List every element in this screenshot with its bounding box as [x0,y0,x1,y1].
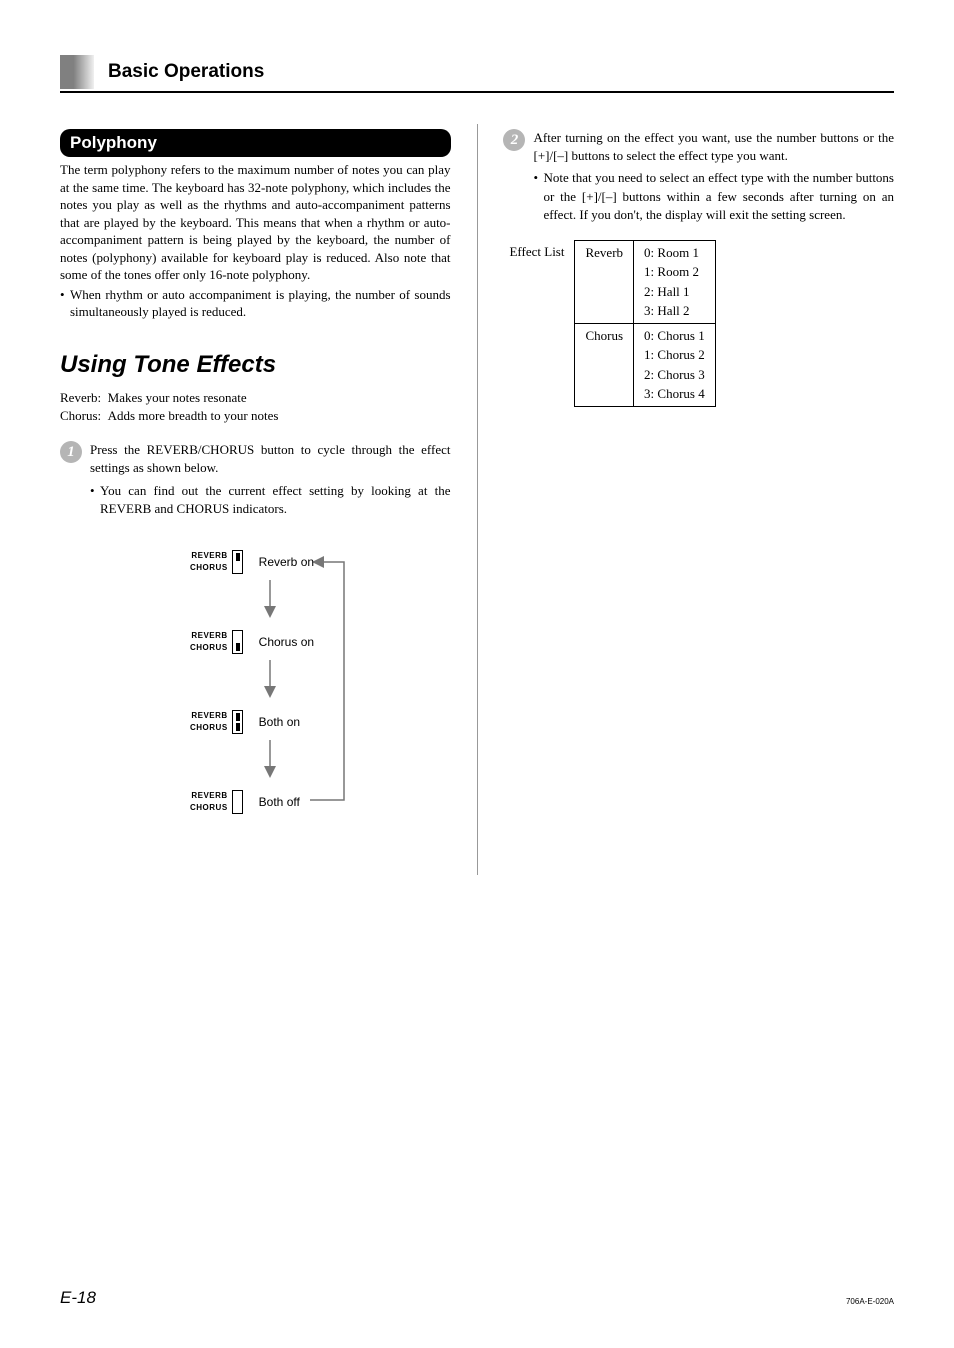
diag-state-chorus-on: REVERBCHORUS Chorus on [190,630,314,654]
step-1: 1 Press the REVERB/CHORUS button to cycl… [60,441,451,518]
step-1-sub: • You can find out the current effect se… [90,482,451,518]
doc-code: 706A-E-020A [846,1297,894,1306]
reverb-def-label: Reverb: [60,390,101,405]
reverb-cell-label: Reverb [575,240,634,323]
polyphony-bullet: • When rhythm or auto accompaniment is p… [60,286,451,321]
polyphony-bullet-text: When rhythm or auto accompaniment is pla… [70,286,451,321]
polyphony-text: The term polyphony refers to the maximum… [60,161,451,284]
ind-label-chorus: CHORUS [190,562,228,574]
diag-state-both-off: REVERBCHORUS Both off [190,790,300,814]
step-2-sub: • Note that you need to select an effect… [533,169,894,224]
header-rule [60,91,894,93]
chorus-def-label: Chorus: [60,408,101,423]
page-header-title: Basic Operations [108,61,264,83]
effect-cycle-diagram: REVERBCHORUS Reverb on REVERBCHORUS Chor… [60,540,451,870]
step-2: 2 After turning on the effect you want, … [503,129,894,224]
chorus-cell-label: Chorus [575,323,634,406]
diagram-svg [100,540,420,870]
effects-defs: Reverb: Makes your notes resonate Chorus… [60,389,451,425]
chorus-def: Adds more breadth to your notes [108,408,279,423]
effect-list-label: Effect List [509,240,564,407]
reverb-cell-values: 0: Room 1 1: Room 2 2: Hall 1 3: Hall 2 [634,240,716,323]
effect-list: Effect List Reverb 0: Room 1 1: Room 2 2… [509,240,894,407]
polyphony-heading: Polyphony [60,129,451,157]
header: Basic Operations [60,55,894,89]
diag-label-2: Both on [259,715,300,729]
diag-label-0: Reverb on [259,555,314,569]
left-column: Polyphony The term polyphony refers to t… [60,129,451,870]
diag-state-both-on: REVERBCHORUS Both on [190,710,300,734]
column-divider [477,124,478,875]
diag-label-1: Chorus on [259,635,314,649]
effects-heading: Using Tone Effects [60,351,451,379]
header-accent [60,55,94,89]
diag-state-reverb-on: REVERBCHORUS Reverb on [190,550,314,574]
effect-table: Reverb 0: Room 1 1: Room 2 2: Hall 1 3: … [574,240,715,407]
step-1-sub-text: You can find out the current effect sett… [100,482,451,518]
step-2-sub-text: Note that you need to select an effect t… [543,169,894,224]
step-2-badge: 2 [503,129,525,151]
chorus-cell-values: 0: Chorus 1 1: Chorus 2 2: Chorus 3 3: C… [634,323,716,406]
reverb-def: Makes your notes resonate [108,390,247,405]
diag-label-3: Both off [259,795,300,809]
step-1-badge: 1 [60,441,82,463]
step-1-text: Press the REVERB/CHORUS button to cycle … [90,441,451,477]
ind-label-reverb: REVERB [190,550,228,562]
page-number: E-18 [60,1288,96,1308]
step-2-text: After turning on the effect you want, us… [533,129,894,165]
right-column: 2 After turning on the effect you want, … [503,129,894,870]
